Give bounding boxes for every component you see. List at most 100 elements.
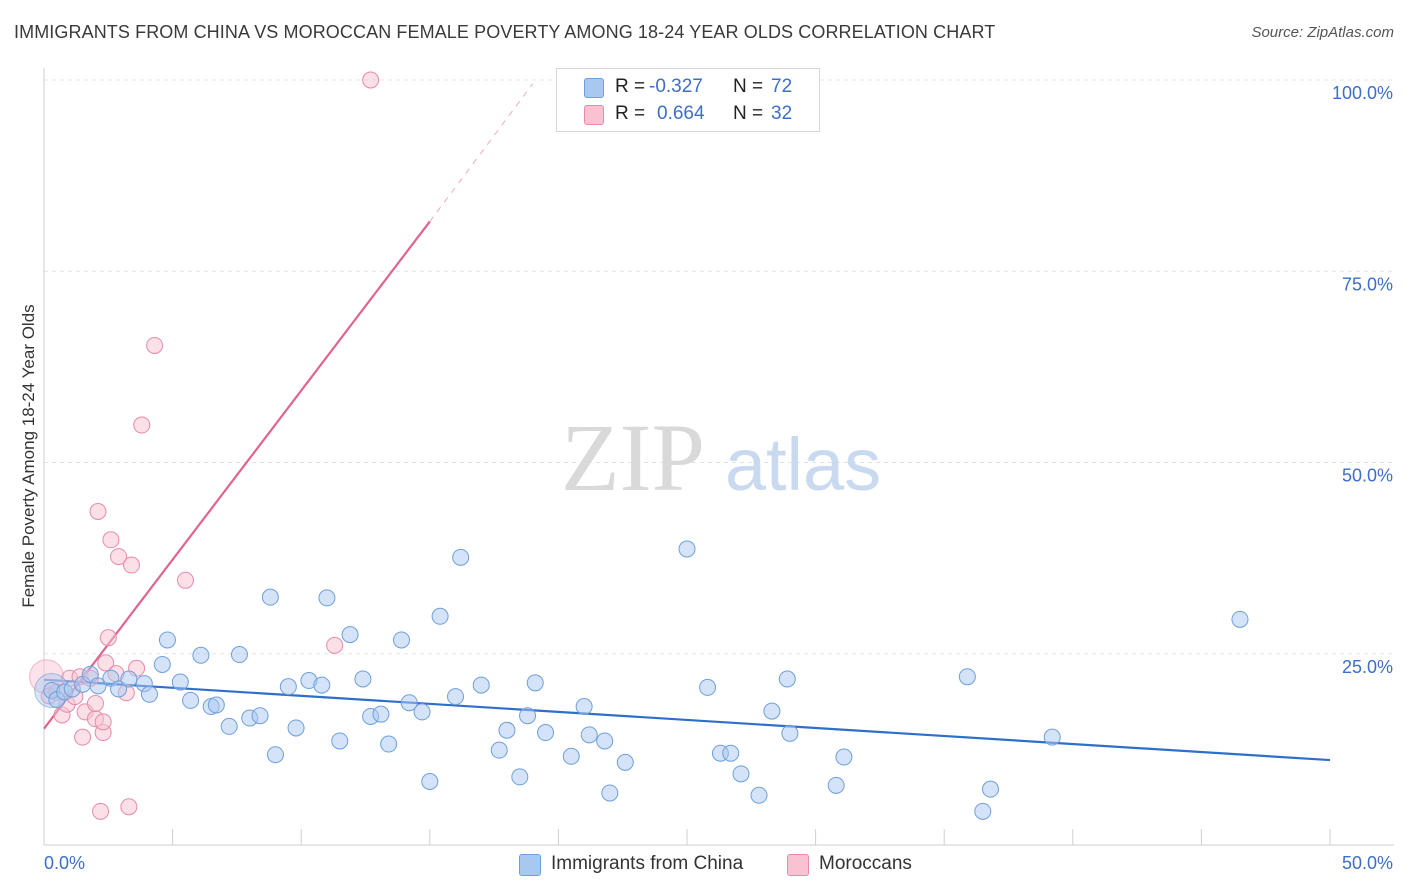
y-tick-label: 25.0%: [1342, 657, 1393, 677]
china-point: [750, 786, 768, 804]
watermark: ZIP atlas: [561, 404, 881, 511]
china-point: [827, 776, 845, 794]
trend-line-china: [43, 678, 1331, 762]
watermark-atlas: atlas: [725, 423, 881, 506]
china-point: [601, 784, 619, 802]
legend-n-value: 72: [771, 76, 793, 97]
china-point: [89, 677, 107, 695]
china-point: [153, 655, 171, 673]
china-point: [526, 674, 544, 692]
moroccan-point: [176, 571, 194, 589]
china-point: [472, 676, 490, 694]
china-point: [182, 691, 200, 709]
china-point: [171, 673, 189, 691]
moroccan-point: [97, 654, 115, 672]
china-point: [490, 741, 508, 759]
china-point: [331, 732, 349, 750]
moroccan-point: [94, 713, 112, 731]
china-point: [354, 670, 372, 688]
moroccan-point: [92, 802, 110, 820]
china-point: [220, 717, 238, 735]
china-point: [511, 768, 529, 786]
china-point: [1043, 728, 1061, 746]
china-point: [251, 707, 269, 725]
legend-swatch-moroccans: [584, 105, 604, 125]
china-point: [447, 688, 465, 706]
china-point: [1231, 610, 1249, 628]
china-point: [207, 696, 225, 714]
y-tick-label: 100.0%: [1332, 83, 1393, 103]
chart-title: IMMIGRANTS FROM CHINA VS MOROCCAN FEMALE…: [14, 22, 996, 42]
china-point: [498, 721, 516, 739]
china-point: [400, 694, 418, 712]
moroccan-point: [120, 798, 138, 816]
china-point: [732, 765, 750, 783]
china-point: [974, 802, 992, 820]
china-point: [393, 631, 411, 649]
legend-n-label: N =: [733, 103, 764, 124]
tick-labels: 25.0% 50.0% 75.0% 100.0% 0.0% 50.0%: [44, 83, 1393, 873]
china-point: [120, 670, 138, 688]
china-point: [778, 670, 796, 688]
china-point: [699, 678, 717, 696]
china-point: [421, 773, 439, 791]
moroccan-point: [89, 502, 107, 520]
moroccan-point: [99, 629, 117, 647]
china-point: [562, 747, 580, 765]
legend-n-label: N =: [733, 76, 764, 97]
source-label: Source: ZipAtlas.com: [1251, 24, 1394, 41]
y-tick-label: 75.0%: [1342, 274, 1393, 294]
china-point: [140, 685, 158, 703]
y-axis-label: Female Poverty Among 18-24 Year Olds: [19, 304, 38, 607]
china-point: [261, 588, 279, 606]
china-point: [763, 702, 781, 720]
moroccan-point: [86, 694, 104, 712]
legend-label-moroccans: Moroccans: [819, 853, 912, 874]
correlation-legend: R = -0.327 N = 72 R = 0.664 N = 32: [556, 68, 820, 132]
moroccan-point: [133, 416, 151, 434]
moroccan-point: [110, 548, 128, 566]
moroccan-point: [74, 728, 92, 746]
china-point: [537, 724, 555, 742]
legend-label-china: Immigrants from China: [551, 853, 744, 874]
china-point: [835, 748, 853, 766]
moroccan-point: [122, 556, 140, 574]
china-point: [158, 631, 176, 649]
legend-r-value: -0.327: [649, 76, 703, 97]
china-point: [678, 540, 696, 558]
china-point: [380, 735, 398, 753]
china-point: [431, 607, 449, 625]
china-point: [616, 753, 634, 771]
china-point: [452, 548, 470, 566]
china-point: [575, 698, 593, 716]
moroccan-point: [326, 636, 344, 654]
china-point: [279, 678, 297, 696]
data-points: [29, 71, 1249, 820]
china-point: [413, 703, 431, 721]
grid-lines: [44, 79, 1394, 655]
china-point: [596, 732, 614, 750]
china-point: [580, 726, 598, 744]
china-point: [519, 707, 537, 725]
china-point: [781, 724, 799, 742]
moroccan-point: [146, 336, 164, 354]
legend-swatch-china: [584, 78, 604, 98]
x-tick-label: 50.0%: [1342, 853, 1393, 873]
china-point: [287, 719, 305, 737]
china-point: [372, 705, 390, 723]
x-tick-label: 0.0%: [44, 853, 85, 873]
china-point: [192, 646, 210, 664]
legend-r-value: 0.664: [657, 103, 705, 124]
moroccan-point: [362, 71, 380, 89]
china-point: [266, 746, 284, 764]
china-point: [341, 626, 359, 644]
china-point: [722, 744, 740, 762]
y-tick-label: 50.0%: [1342, 466, 1393, 486]
legend-swatch-moroccans: [787, 854, 809, 876]
legend-r-label: R =: [615, 76, 646, 97]
watermark-zip: ZIP: [561, 404, 705, 511]
axes: [43, 68, 1394, 846]
legend-n-value: 32: [771, 103, 793, 124]
china-point: [110, 680, 128, 698]
